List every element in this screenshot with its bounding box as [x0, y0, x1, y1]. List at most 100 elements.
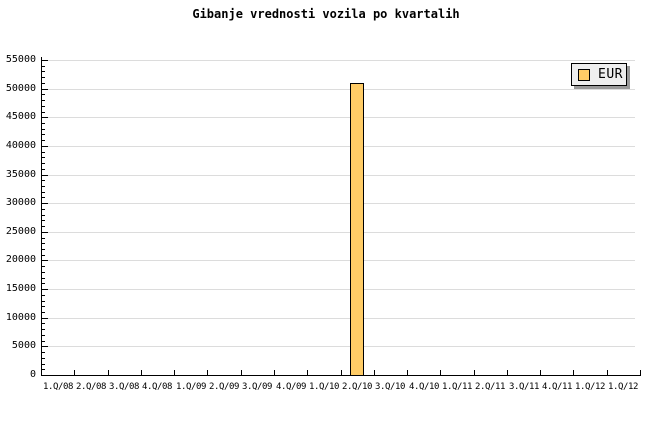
- x-tick: [640, 370, 641, 375]
- x-tick: [274, 370, 275, 375]
- y-minor-tick: [42, 272, 45, 273]
- x-tick-label: 3.Q/08: [108, 382, 140, 392]
- y-tick-label: 20000: [5, 254, 36, 265]
- y-minor-tick: [42, 323, 45, 324]
- y-minor-tick: [42, 369, 45, 370]
- x-tick: [207, 370, 208, 375]
- x-tick-label: 1.Q/10: [308, 382, 340, 392]
- y-minor-tick: [42, 71, 45, 72]
- y-gridline: [41, 146, 635, 147]
- x-tick: [407, 370, 408, 375]
- x-tick-label: 4.Q/11: [541, 382, 573, 392]
- y-major-tick: [42, 203, 48, 204]
- y-minor-tick: [42, 123, 45, 124]
- y-gridline: [41, 60, 635, 61]
- y-minor-tick: [42, 209, 45, 210]
- y-minor-tick: [42, 186, 45, 187]
- y-minor-tick: [42, 112, 45, 113]
- y-minor-tick: [42, 157, 45, 158]
- y-minor-tick: [42, 163, 45, 164]
- x-tick: [440, 370, 441, 375]
- y-axis-line: [41, 57, 42, 376]
- y-minor-tick: [42, 140, 45, 141]
- x-tick: [540, 370, 541, 375]
- y-minor-tick: [42, 352, 45, 353]
- y-minor-tick: [42, 94, 45, 95]
- y-minor-tick: [42, 249, 45, 250]
- y-minor-tick: [42, 180, 45, 181]
- y-minor-tick: [42, 341, 45, 342]
- x-tick: [374, 370, 375, 375]
- x-tick-label: 2.Q/09: [208, 382, 240, 392]
- x-tick: [507, 370, 508, 375]
- y-gridline: [41, 117, 635, 118]
- x-tick-label: 4.Q/10: [408, 382, 440, 392]
- x-tick-label: 2.Q/08: [75, 382, 107, 392]
- y-minor-tick: [42, 106, 45, 107]
- x-tick: [174, 370, 175, 375]
- y-major-tick: [42, 146, 48, 147]
- x-tick-label: 1.Q/11: [441, 382, 473, 392]
- y-major-tick: [42, 260, 48, 261]
- y-minor-tick: [42, 192, 45, 193]
- legend-box: EUR: [571, 63, 627, 86]
- y-minor-tick: [42, 238, 45, 239]
- y-gridline: [41, 89, 635, 90]
- y-major-tick: [42, 232, 48, 233]
- y-major-tick: [42, 289, 48, 290]
- x-tick: [307, 370, 308, 375]
- y-gridline: [41, 260, 635, 261]
- y-minor-tick: [42, 306, 45, 307]
- x-tick: [241, 370, 242, 375]
- y-tick-label: 30000: [5, 197, 36, 208]
- x-axis-line: [41, 375, 641, 376]
- y-gridline: [41, 203, 635, 204]
- y-tick-label: 25000: [5, 226, 36, 237]
- y-major-tick: [42, 346, 48, 347]
- y-minor-tick: [42, 243, 45, 244]
- x-tick: [474, 370, 475, 375]
- y-minor-tick: [42, 83, 45, 84]
- y-minor-tick: [42, 335, 45, 336]
- x-tick: [607, 370, 608, 375]
- legend-swatch-eur-icon: [578, 68, 590, 81]
- y-minor-tick: [42, 301, 45, 302]
- y-minor-tick: [42, 283, 45, 284]
- x-tick-label: 3.Q/10: [374, 382, 406, 392]
- y-minor-tick: [42, 364, 45, 365]
- y-minor-tick: [42, 77, 45, 78]
- y-tick-label: 55000: [5, 54, 36, 65]
- y-minor-tick: [42, 169, 45, 170]
- y-major-tick: [42, 175, 48, 176]
- y-major-tick: [42, 117, 48, 118]
- y-tick-label: 40000: [5, 140, 36, 151]
- y-minor-tick: [42, 329, 45, 330]
- x-tick: [74, 370, 75, 375]
- x-tick-label: 4.Q/09: [275, 382, 307, 392]
- x-tick-label: 4.Q/08: [141, 382, 173, 392]
- y-major-tick: [42, 375, 48, 376]
- y-minor-tick: [42, 197, 45, 198]
- y-minor-tick: [42, 255, 45, 256]
- x-tick-label: 1.Q/09: [175, 382, 207, 392]
- y-minor-tick: [42, 100, 45, 101]
- y-gridline: [41, 175, 635, 176]
- y-gridline: [41, 346, 635, 347]
- y-minor-tick: [42, 278, 45, 279]
- y-gridline: [41, 289, 635, 290]
- y-tick-label: 15000: [5, 283, 36, 294]
- x-tick-label: 3.Q/11: [508, 382, 540, 392]
- y-minor-tick: [42, 66, 45, 67]
- y-minor-tick: [42, 152, 45, 153]
- y-tick-label: 10000: [5, 312, 36, 323]
- y-tick-label: 0: [29, 369, 36, 380]
- x-tick-label: 1.Q/08: [42, 382, 74, 392]
- y-minor-tick: [42, 226, 45, 227]
- y-minor-tick: [42, 129, 45, 130]
- x-tick-label: 1.Q/12: [607, 382, 639, 392]
- bar-2.Q/10: [350, 83, 364, 376]
- legend-label-eur: EUR: [598, 67, 623, 82]
- x-tick: [108, 370, 109, 375]
